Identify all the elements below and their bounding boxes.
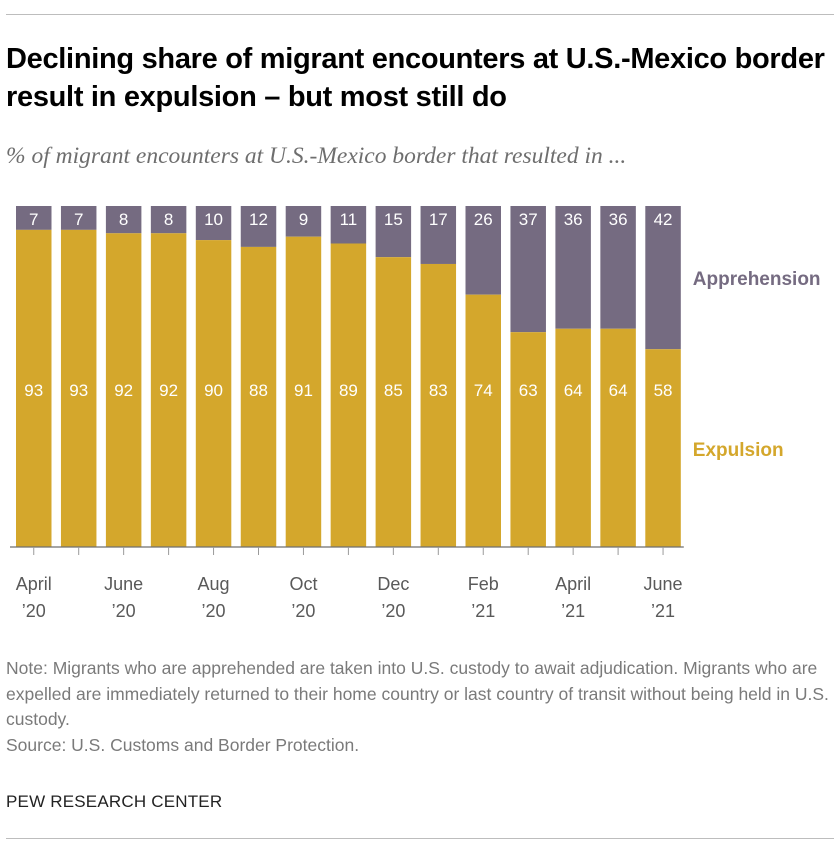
apprehension-value-label: 42 (654, 210, 673, 229)
legend-expulsion-label: Expulsion (693, 440, 784, 461)
x-tick-label-year: ’20 (112, 601, 136, 621)
apprehension-value-label: 17 (429, 210, 448, 229)
x-tick-label-year: ’20 (381, 601, 405, 621)
x-tick-label-year: ’21 (561, 601, 585, 621)
bottom-divider (6, 838, 834, 839)
expulsion-value-label: 93 (69, 381, 88, 400)
expulsion-bar (555, 329, 591, 547)
apprehension-value-label: 7 (29, 210, 38, 229)
apprehension-value-label: 8 (119, 210, 128, 229)
chart-subtitle: % of migrant encounters at U.S.-Mexico b… (6, 143, 626, 170)
x-tick-label: Feb (468, 574, 499, 594)
x-tick-label-year: ’20 (202, 601, 226, 621)
apprehension-value-label: 11 (340, 210, 358, 229)
x-tick-label-year: ’20 (291, 601, 315, 621)
series-labels-group: Apprehension Expulsion (693, 269, 821, 461)
x-tick-label: April (555, 574, 591, 594)
expulsion-value-label: 88 (249, 381, 268, 400)
chart-title: Declining share of migrant encounters at… (6, 40, 836, 116)
expulsion-bar (466, 295, 502, 547)
x-tick-label: June (644, 574, 683, 594)
note-text: Note: Migrants who are apprehended are t… (6, 656, 834, 733)
bars-group (16, 206, 681, 547)
expulsion-bar (510, 332, 546, 547)
x-tick-label-year: ’21 (471, 601, 495, 621)
apprehension-value-label: 10 (204, 210, 223, 229)
expulsion-value-label: 92 (114, 381, 133, 400)
expulsion-value-label: 83 (429, 381, 448, 400)
x-tick-label: April (16, 574, 52, 594)
expulsion-bar (376, 257, 412, 547)
apprehension-value-label: 12 (249, 210, 268, 229)
expulsion-value-label: 85 (384, 381, 403, 400)
expulsion-bar (600, 329, 636, 547)
apprehension-value-label: 15 (384, 210, 403, 229)
expulsion-bar (421, 264, 457, 547)
x-axis-ticks-group: April ’20 June ’20 Aug ’20 Oct ’20 Dec ’20 Feb ’21 A… (16, 547, 683, 621)
expulsion-value-label: 64 (609, 381, 628, 400)
x-tick-label-year: ’21 (651, 601, 675, 621)
x-tick-label: Aug (198, 574, 230, 594)
expulsion-value-label: 93 (24, 381, 43, 400)
expulsion-value-label: 63 (519, 381, 538, 400)
apprehension-value-label: 8 (164, 210, 173, 229)
x-tick-label: Dec (377, 574, 409, 594)
apprehension-value-label: 36 (564, 210, 583, 229)
stacked-bar-chart: 7 93 7 93 8 92 8 92 10 90 12 88 9 91 11 89 15 85 17 83 26 74 3… (0, 190, 840, 640)
x-tick-label: Oct (289, 574, 317, 594)
expulsion-value-label: 64 (564, 381, 583, 400)
apprehension-value-label: 26 (474, 210, 493, 229)
branding-label: PEW RESEARCH CENTER (6, 792, 222, 812)
legend-apprehension-label: Apprehension (693, 269, 821, 290)
x-tick-label-year: ’20 (22, 601, 46, 621)
apprehension-value-label: 7 (74, 210, 83, 229)
top-divider (6, 14, 834, 15)
expulsion-value-label: 92 (159, 381, 178, 400)
chart-note: Note: Migrants who are apprehended are t… (6, 656, 834, 758)
apprehension-value-label: 9 (299, 210, 308, 229)
x-tick-label: June (104, 574, 143, 594)
apprehension-value-label: 37 (519, 210, 538, 229)
expulsion-value-label: 91 (294, 381, 313, 400)
expulsion-value-label: 89 (339, 381, 358, 400)
expulsion-value-label: 90 (204, 381, 223, 400)
source-text: Source: U.S. Customs and Border Protecti… (6, 733, 834, 759)
expulsion-value-label: 58 (654, 381, 673, 400)
expulsion-value-label: 74 (474, 381, 493, 400)
apprehension-value-label: 36 (609, 210, 628, 229)
expulsion-bar (645, 349, 681, 547)
